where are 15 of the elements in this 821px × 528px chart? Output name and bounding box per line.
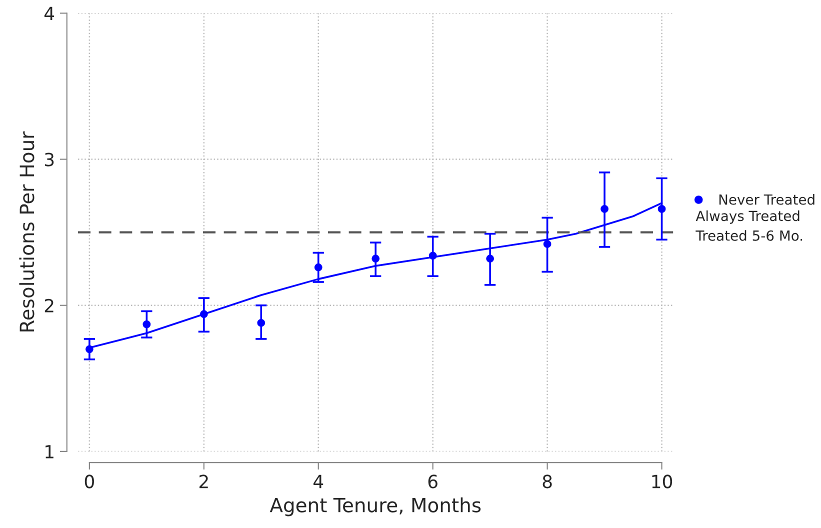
y-axis-title: Resolutions Per Hour [19, 131, 34, 332]
y-tick-label: 2 [44, 298, 54, 312]
x-tick-label: 6 [428, 474, 438, 488]
x-tick-label: 2 [199, 474, 208, 488]
legend-label: Never Treated [719, 194, 814, 205]
x-tick-label: 4 [314, 474, 324, 488]
x-tick-label: 8 [542, 474, 552, 488]
x-tick-label: 0 [84, 474, 94, 488]
y-tick-label: 3 [44, 152, 54, 166]
y-tick-label: 4 [44, 6, 54, 20]
x-tick-label: 10 [652, 474, 672, 488]
text: Always Treated [696, 210, 800, 224]
text: Treated 5-6 Mo. [696, 230, 802, 241]
x-axis-title: Agent Tenure, Months [270, 497, 481, 516]
y-tick-label: 1 [46, 445, 54, 458]
